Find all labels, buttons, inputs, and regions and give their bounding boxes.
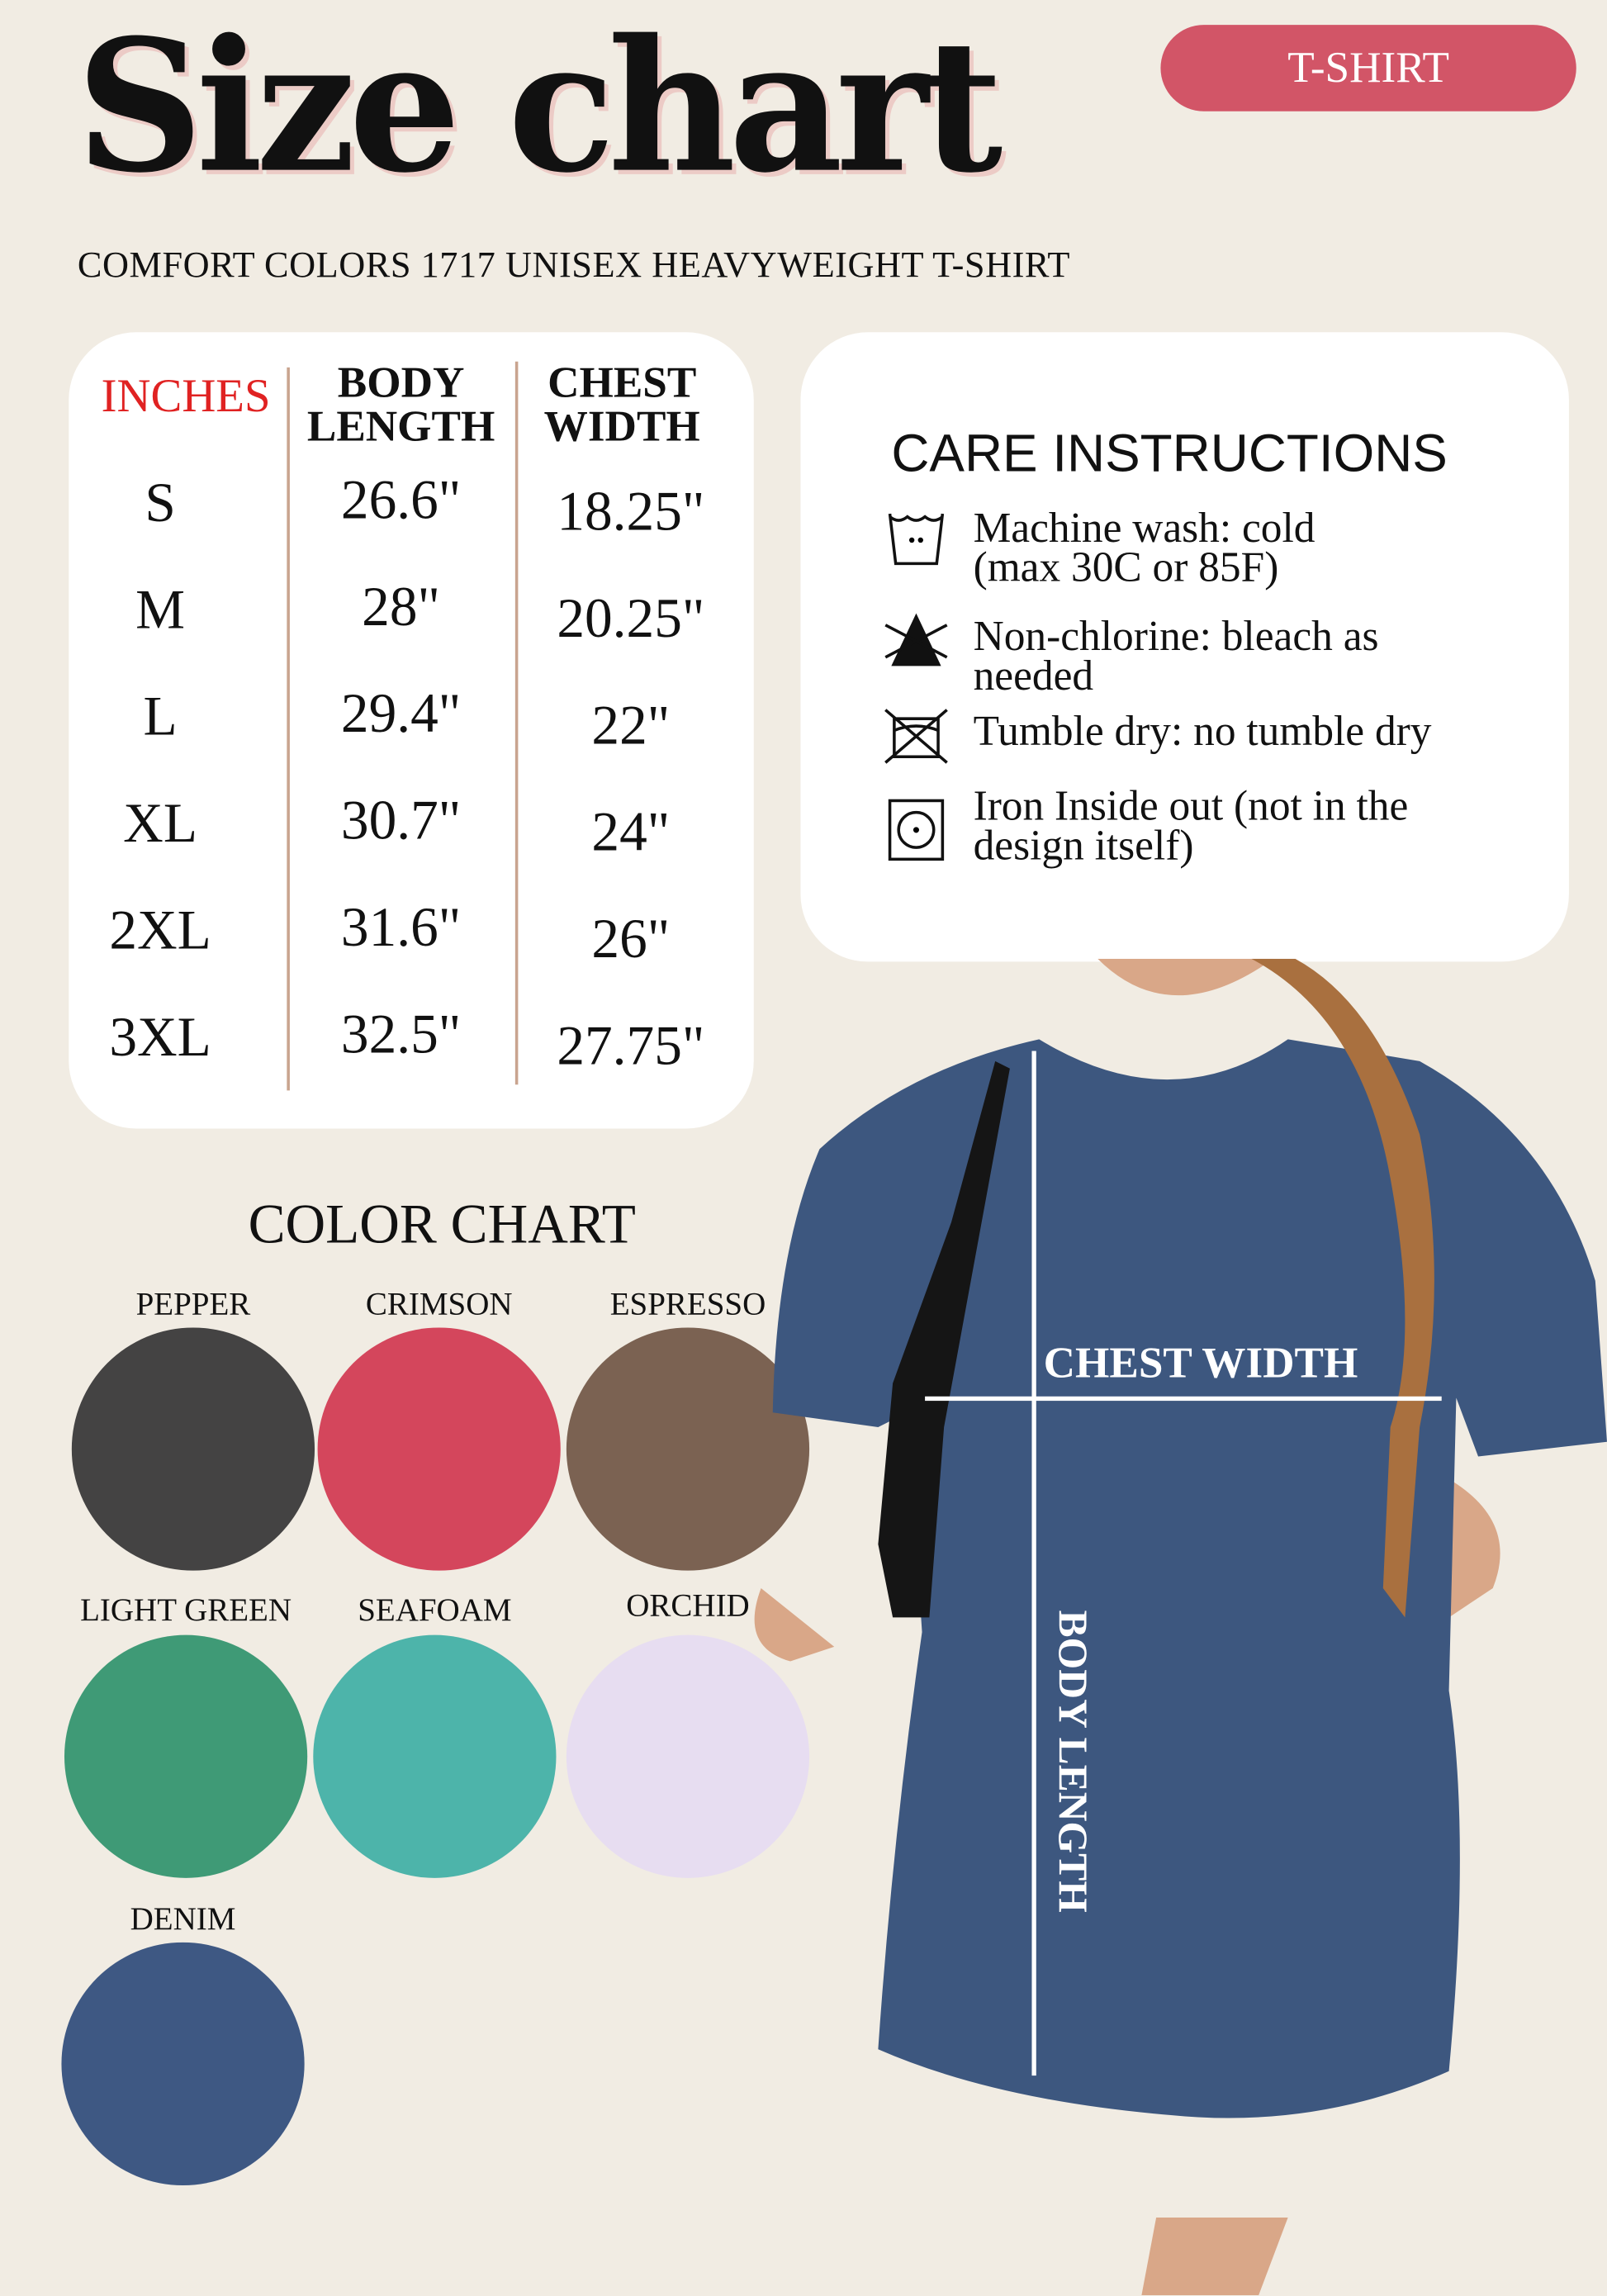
- care-item-wash: Machine wash: cold (max 30C or 85F): [973, 505, 1544, 592]
- size-label: M: [135, 579, 186, 642]
- header-chest-width: CHEST WIDTH: [519, 358, 724, 451]
- body-length-line: [1031, 1051, 1036, 2076]
- column-divider: [514, 361, 519, 1085]
- non-chlorine-bleach-icon: [884, 613, 948, 667]
- care-text: design itself): [973, 823, 1194, 870]
- header-line: LENGTH: [306, 402, 495, 451]
- size-label: 3XL: [109, 1007, 211, 1069]
- swatch-label: CRIMSON: [365, 1285, 513, 1322]
- product-subtitle: COMFORT COLORS 1717 UNISEX HEAVYWEIGHT T…: [77, 245, 1070, 286]
- header-line: BODY: [337, 358, 465, 407]
- chest-width-label: CHEST WIDTH: [1043, 1339, 1358, 1388]
- chest-width-value: 22": [591, 695, 671, 757]
- body-length-value: 30.7": [340, 790, 462, 852]
- color-swatch: [71, 1327, 315, 1571]
- size-label: XL: [123, 793, 197, 856]
- color-swatch: [566, 1634, 810, 1878]
- color-chart-title: COLOR CHART: [248, 1194, 636, 1256]
- body-length-value: 31.6": [340, 897, 462, 959]
- machine-wash-cold-icon: [888, 513, 945, 566]
- iron-icon: [888, 799, 945, 861]
- care-item-iron: Iron Inside out (not in the design itself…: [973, 783, 1544, 870]
- care-text: Machine wash: cold: [973, 505, 1315, 553]
- swatch-label: DENIM: [130, 1900, 236, 1937]
- size-table: INCHES BODY LENGTH CHEST WIDTH S 26.6" 1…: [69, 332, 754, 1129]
- care-item-bleach: Non-chlorine: bleach as needed: [973, 613, 1544, 700]
- care-item-dry: Tumble dry: no tumble dry: [973, 708, 1544, 756]
- swatch-label: PEPPER: [135, 1285, 251, 1322]
- color-swatch: [566, 1327, 810, 1571]
- chest-width-value: 18.25": [557, 481, 705, 543]
- swatch-label: ESPRESSO: [609, 1285, 766, 1322]
- care-text: needed: [973, 652, 1094, 700]
- body-length-value: 32.5": [340, 1003, 462, 1066]
- care-text: (max 30C or 85F): [973, 544, 1279, 592]
- product-type-badge: T-SHIRT: [1160, 25, 1576, 111]
- column-divider: [287, 367, 290, 1091]
- care-text: Iron Inside out (not in the: [973, 783, 1409, 830]
- swatch-label: LIGHT GREEN: [80, 1591, 292, 1628]
- unit-label: INCHES: [101, 368, 271, 422]
- chest-width-line: [925, 1396, 1442, 1402]
- t-shirt: [772, 1039, 1607, 2118]
- body-length-label: BODY LENGTH: [1049, 1610, 1095, 1913]
- swatch-label: SEAFOAM: [358, 1591, 512, 1628]
- chest-width-value: 26": [591, 908, 671, 971]
- no-tumble-dry-icon: [884, 709, 948, 764]
- size-label: 2XL: [109, 899, 211, 962]
- color-swatch: [317, 1327, 561, 1571]
- care-instructions-card: CARE INSTRUCTIONS Machine wash: cold (max…: [800, 332, 1569, 962]
- header-line: CHEST: [548, 358, 697, 407]
- body-length-value: 29.4": [340, 683, 462, 746]
- page-title: Size chart: [76, 1, 1003, 214]
- braid: [1251, 958, 1434, 1618]
- color-swatch: [64, 1634, 308, 1878]
- color-swatch: [313, 1634, 557, 1878]
- body-length-value: 26.6": [340, 469, 462, 532]
- size-label: S: [145, 472, 176, 534]
- chest-width-value: 20.25": [557, 588, 705, 650]
- model-legs: [1141, 2218, 1288, 2295]
- chest-width-value: 27.75": [557, 1015, 705, 1078]
- model-photo: [754, 958, 1607, 2295]
- color-swatch: [61, 1942, 305, 2186]
- care-text: Non-chlorine: bleach as: [973, 613, 1379, 661]
- model-neck: [1097, 958, 1273, 996]
- swatch-label: ORCHID: [626, 1587, 750, 1624]
- care-title: CARE INSTRUCTIONS: [891, 423, 1448, 483]
- handbag: [878, 1060, 1010, 1618]
- chest-width-value: 24": [591, 802, 671, 864]
- header-body-length: BODY LENGTH: [292, 358, 511, 451]
- size-label: L: [143, 686, 178, 748]
- header-line: WIDTH: [543, 402, 700, 451]
- care-text: Tumble dry: no tumble dry: [973, 708, 1432, 756]
- body-length-value: 28": [362, 576, 441, 638]
